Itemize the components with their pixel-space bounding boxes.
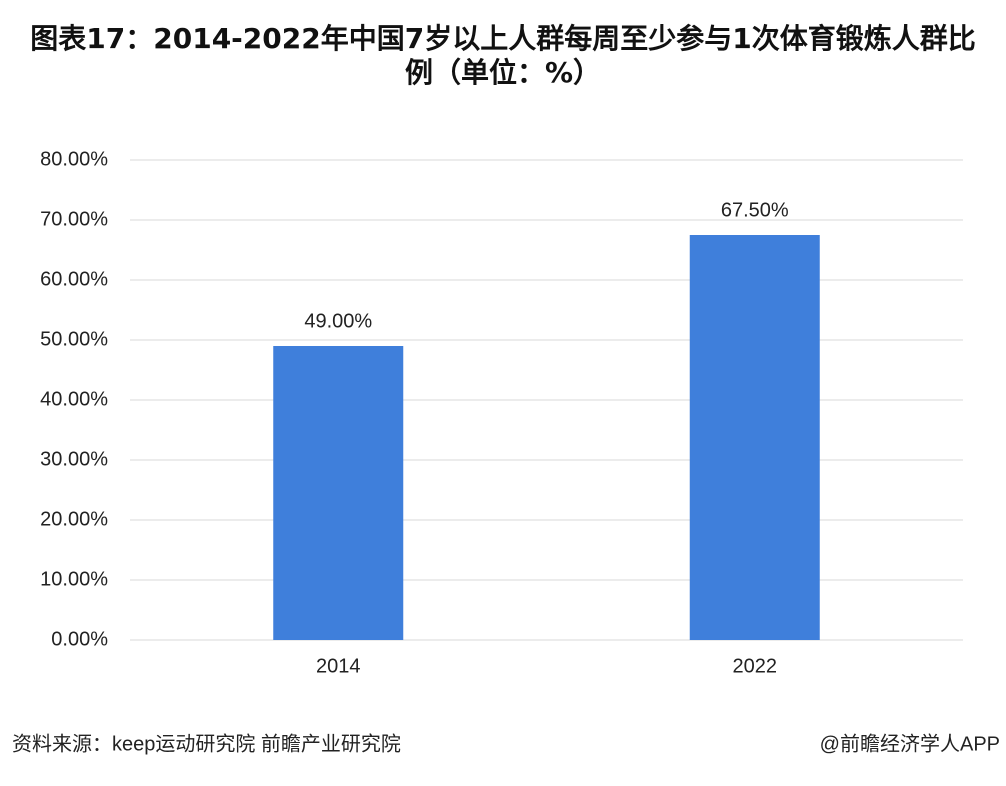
y-tick-label: 70.00%: [40, 208, 108, 230]
source-note: 资料来源：keep运动研究院 前瞻产业研究院: [12, 732, 401, 755]
x-tick-label: 2022: [733, 655, 778, 677]
y-tick-label: 60.00%: [40, 268, 108, 290]
y-tick-label: 30.00%: [40, 448, 108, 470]
x-tick-label: 2014: [316, 655, 361, 677]
bar: [689, 235, 820, 640]
y-tick-label: 20.00%: [40, 508, 108, 530]
y-tick-label: 50.00%: [40, 328, 108, 350]
y-tick-label: 80.00%: [40, 148, 108, 170]
bar: [273, 346, 404, 640]
value-label: 49.00%: [304, 310, 372, 332]
chart-title: 图表17：2014-2022年中国7岁以上人群每周至少参与1次体育锻炼人群比例（…: [30, 22, 976, 89]
credit: @前瞻经济学人APP: [820, 732, 1000, 755]
y-tick-label: 40.00%: [40, 388, 108, 410]
y-tick-label: 0.00%: [51, 628, 108, 650]
y-tick-label: 10.00%: [40, 568, 108, 590]
value-label: 67.50%: [721, 199, 789, 221]
